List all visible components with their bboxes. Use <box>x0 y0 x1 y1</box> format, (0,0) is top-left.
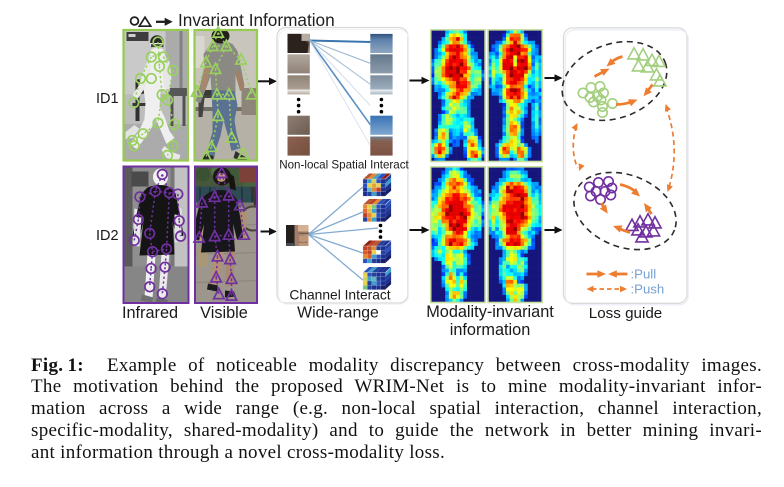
svg-text:ID2: ID2 <box>96 228 119 244</box>
svg-text:Infrared: Infrared <box>122 304 178 322</box>
svg-text:Non-local Spatial Interact: Non-local Spatial Interact <box>279 159 409 172</box>
svg-text::Push: :Push <box>631 282 665 297</box>
svg-text:Wide-range: Wide-range <box>297 305 379 322</box>
svg-text:ID1: ID1 <box>96 91 119 107</box>
svg-text:Invariant Information: Invariant Information <box>178 10 335 30</box>
svg-text:Visible: Visible <box>200 304 248 322</box>
svg-text:Modality-invariant: Modality-invariant <box>426 303 554 321</box>
svg-text:Channel Interact: Channel Interact <box>289 288 390 303</box>
svg-text:information: information <box>450 321 531 339</box>
svg-text::Pull: :Pull <box>631 267 657 282</box>
svg-text:Loss guide: Loss guide <box>589 305 662 322</box>
